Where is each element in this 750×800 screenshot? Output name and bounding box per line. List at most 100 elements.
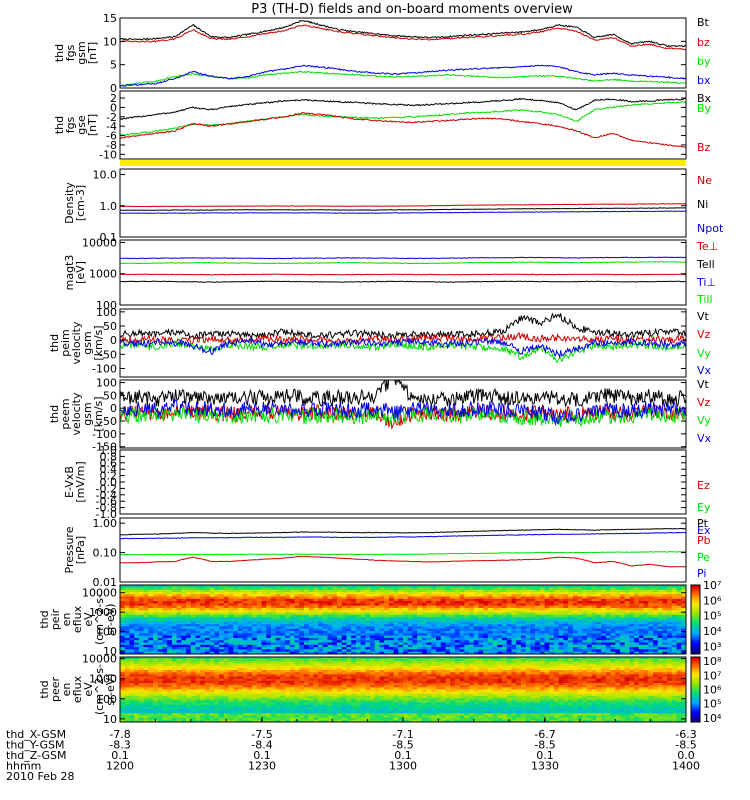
- spectrogram-cell: [336, 594, 343, 597]
- spectrogram-cell: [379, 663, 385, 667]
- spectrogram-cell: [336, 608, 343, 611]
- spectrogram-cell: [431, 614, 437, 618]
- spectrogram-cell: [237, 651, 244, 654]
- spectrogram-cell: [525, 589, 531, 593]
- spectrogram-cell: [247, 670, 253, 673]
- y-tick-label: 0.4: [100, 463, 118, 476]
- spectrogram-cell: [129, 644, 135, 648]
- spectrogram-cell: [134, 659, 140, 662]
- spectrogram-cell: [638, 651, 644, 654]
- spectrogram-cell: [407, 633, 413, 636]
- spectrogram-cell: [417, 598, 423, 602]
- spectrogram-cell: [502, 587, 508, 590]
- spectrogram-cell: [591, 635, 597, 639]
- spectrogram-cell: [294, 628, 300, 632]
- spectrogram-cell: [652, 628, 659, 632]
- spectrogram-cell: [124, 665, 130, 669]
- spectrogram-cell: [388, 589, 394, 593]
- spectrogram-cell: [610, 608, 616, 611]
- spectrogram-cell: [568, 640, 574, 643]
- spectrogram-cell: [143, 676, 149, 680]
- spectrogram-cell: [322, 591, 328, 595]
- spectrogram-cell: [454, 619, 460, 623]
- spectrogram-cell: [511, 601, 517, 604]
- spectrogram-cell: [450, 635, 456, 639]
- spectrogram-cell: [464, 589, 470, 593]
- spectrogram-cell: [365, 594, 371, 597]
- spectrogram-cell: [563, 601, 569, 604]
- spectrogram-cell: [497, 619, 503, 623]
- spectrogram-cell: [657, 631, 663, 634]
- spectrogram-cell: [591, 644, 597, 648]
- spectrogram-cell: [209, 667, 215, 671]
- spectrogram-cell: [332, 612, 338, 616]
- spectrogram-cell: [398, 637, 404, 641]
- spectrogram-cell: [577, 635, 583, 639]
- spectrogram-cell: [223, 640, 229, 643]
- spectrogram-cell: [393, 651, 399, 654]
- spectrogram-cell: [365, 624, 371, 627]
- spectrogram-cell: [454, 617, 460, 620]
- spectrogram-cell: [553, 635, 560, 639]
- spectrogram-cell: [667, 601, 673, 604]
- spectrogram-cell: [487, 665, 494, 669]
- spectrogram-cell: [242, 633, 248, 636]
- spectrogram-cell: [138, 626, 144, 630]
- spectrogram-cell: [219, 598, 225, 602]
- spectrogram-cell: [492, 621, 498, 625]
- spectrogram-cell: [134, 640, 140, 643]
- spectrogram-cell: [341, 640, 347, 643]
- spectrogram-cell: [520, 644, 527, 648]
- spectrogram-cell: [167, 635, 173, 639]
- spectrogram-cell: [464, 624, 470, 627]
- spectrogram-cell: [671, 626, 677, 630]
- spectrogram-cell: [365, 596, 371, 600]
- spectrogram-cell: [440, 663, 446, 667]
- spectrogram-cell: [285, 635, 291, 639]
- spectrogram-cell: [176, 601, 182, 604]
- spectrogram-cell: [516, 624, 522, 627]
- spectrogram-cell: [200, 640, 206, 643]
- spectrogram-cell: [676, 651, 682, 654]
- spectrogram-cell: [270, 603, 277, 607]
- spectrogram-cell: [572, 672, 578, 675]
- spectrogram-cell: [520, 640, 527, 643]
- spectrogram-cell: [252, 647, 258, 650]
- spectrogram-cell: [563, 619, 569, 623]
- spectrogram-cell: [544, 591, 550, 595]
- spectrogram-cell: [426, 601, 432, 604]
- spectrogram-cell: [436, 628, 442, 632]
- spectrogram-cell: [181, 640, 187, 643]
- spectrogram-cell: [582, 667, 588, 671]
- spectrogram-cell: [124, 674, 130, 677]
- spectrogram-cell: [294, 596, 300, 600]
- spectrogram-cell: [247, 608, 253, 611]
- spectrogram-cell: [520, 596, 527, 600]
- spectrogram-cell: [289, 667, 295, 671]
- spectrogram-cell: [124, 585, 130, 588]
- spectrogram-cell: [440, 667, 446, 671]
- spectrogram-cell: [563, 651, 569, 654]
- spectrogram-cell: [332, 619, 338, 623]
- spectrogram-cell: [138, 674, 144, 677]
- spectrogram-cell: [134, 614, 140, 618]
- spectrogram-cell: [242, 637, 248, 641]
- spectrogram-cell: [572, 614, 578, 618]
- spectrogram-cell: [577, 665, 583, 669]
- spectrogram-cell: [563, 626, 569, 630]
- spectrogram-cell: [388, 612, 394, 616]
- spectrogram-cell: [459, 674, 465, 677]
- y-tick-label: -8: [106, 139, 117, 152]
- spectrogram-cell: [181, 637, 187, 641]
- spectrogram-cell: [252, 635, 258, 639]
- spectrogram-cell: [223, 591, 229, 595]
- spectrogram-cell: [384, 591, 390, 595]
- spectrogram-cell: [553, 670, 560, 673]
- spectrogram-cell: [219, 670, 225, 673]
- y-axis-label: peem: [59, 398, 72, 429]
- spectrogram-cell: [204, 631, 211, 634]
- spectrogram-cell: [624, 626, 630, 630]
- spectrogram-cell: [436, 642, 442, 646]
- spectrogram-cell: [186, 661, 192, 664]
- spectrogram-cell: [638, 605, 644, 609]
